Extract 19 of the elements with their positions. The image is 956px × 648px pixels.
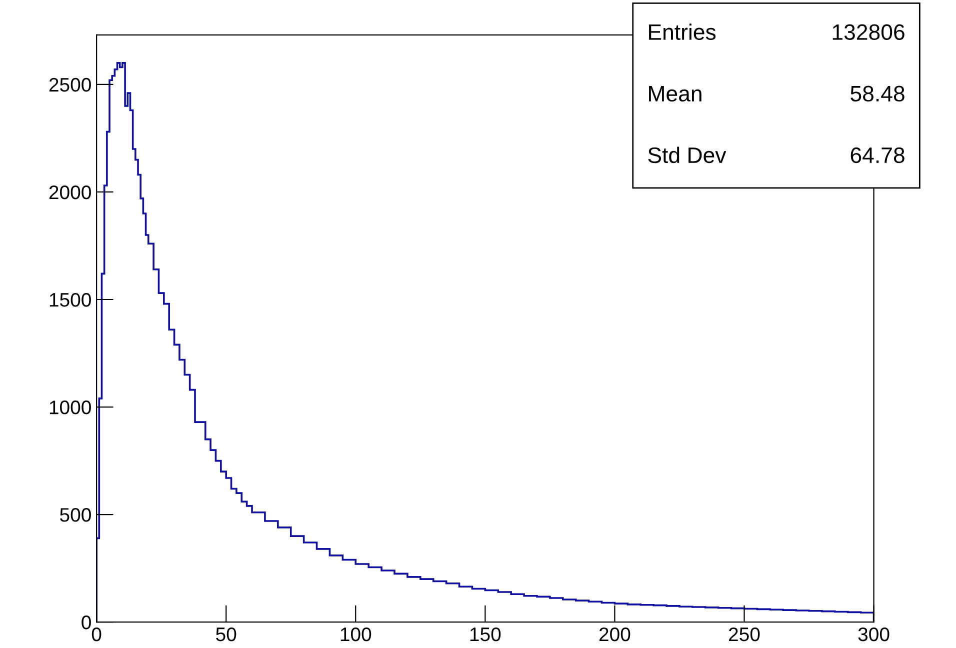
x-tick-label: 150 — [470, 627, 501, 642]
y-tick-label: 500 — [60, 508, 91, 522]
annotation: 64.78 — [850, 147, 904, 164]
y-tick-label: 1000 — [50, 400, 91, 414]
annotation: Entries — [649, 24, 716, 40]
x-tick-label: 0 — [92, 627, 102, 642]
y-tick-label: 1500 — [50, 292, 91, 307]
x-tick-label: 50 — [216, 627, 236, 642]
x-tick-label: 100 — [340, 627, 372, 642]
y-tick-label: 2500 — [49, 78, 91, 92]
y-tick-label: 2000 — [49, 185, 91, 200]
annotation: Std Dev — [648, 146, 726, 164]
x-tick-label: 300 — [858, 627, 890, 642]
annotation: Mean — [649, 86, 702, 102]
y-tick-label: 0 — [82, 616, 91, 630]
x-tick-label: 200 — [599, 627, 630, 642]
x-tick-label: 250 — [729, 627, 760, 642]
annotation: 132806 — [832, 24, 904, 40]
annotation: 58.48 — [850, 86, 904, 102]
